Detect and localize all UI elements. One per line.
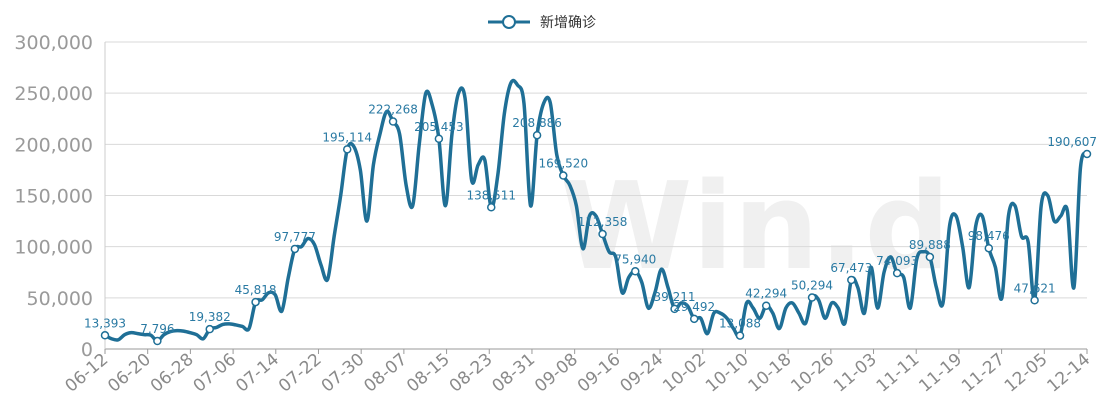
x-tick-label: 07-06: [190, 350, 241, 397]
point-marker[interactable]: [984, 243, 994, 253]
x-tick-label: 06-28: [147, 350, 198, 397]
data-label: 169,520: [538, 157, 588, 171]
legend-label: 新增确诊: [540, 15, 596, 31]
point-marker[interactable]: [100, 331, 110, 340]
y-tick-label: 0: [81, 339, 93, 361]
gridlines: [105, 41, 1087, 350]
data-label: 74,093: [876, 254, 918, 268]
y-axis: 0 50,000 100,000 150,000 200,000 250,000 300,0…: [14, 32, 106, 361]
point-marker[interactable]: [1082, 149, 1092, 159]
y-tick-label: 300,000: [14, 32, 93, 54]
data-label: 67,473: [830, 261, 872, 275]
data-label: 75,940: [614, 252, 656, 266]
data-label: 50,294: [791, 279, 833, 293]
point-marker[interactable]: [735, 331, 745, 340]
x-tick-label: 08-23: [446, 350, 497, 397]
x-tick-label: 07-14: [232, 350, 283, 397]
point-marker[interactable]: [205, 324, 214, 334]
x-tick-label: 09-24: [617, 350, 668, 397]
point-marker[interactable]: [689, 314, 699, 324]
x-tick-label: 08-07: [360, 350, 411, 397]
x-tick-label: 09-08: [531, 350, 582, 397]
x-tick-label: 06-20: [104, 350, 155, 397]
data-label: 13,088: [719, 317, 761, 331]
y-tick-label: 250,000: [14, 83, 93, 105]
data-labels: 13,393 7,796 19,382 45,818 97,777 195,114 222,…: [84, 103, 1097, 336]
x-tick-label: 10-26: [787, 350, 838, 397]
point-marker[interactable]: [342, 145, 352, 154]
x-tick-label: 11-11: [873, 350, 924, 397]
data-label: 45,818: [235, 283, 277, 297]
data-label: 13,393: [84, 316, 126, 330]
point-marker[interactable]: [598, 229, 607, 239]
data-label: 42,294: [745, 287, 787, 301]
point-marker[interactable]: [153, 336, 162, 346]
data-label: 222,268: [368, 103, 418, 117]
point-marker[interactable]: [487, 203, 496, 212]
point-marker[interactable]: [892, 268, 902, 278]
point-marker[interactable]: [559, 171, 568, 180]
data-label: 112,358: [578, 215, 628, 229]
data-label: 205,453: [414, 120, 464, 134]
y-tick-label: 150,000: [14, 186, 93, 208]
point-marker[interactable]: [807, 293, 817, 302]
data-label: 47,621: [1014, 281, 1056, 295]
point-marker[interactable]: [761, 301, 771, 310]
point-marker[interactable]: [251, 297, 260, 307]
legend-marker: [502, 15, 516, 29]
data-label: 138,511: [466, 188, 516, 202]
data-label: 195,114: [322, 130, 372, 144]
data-label: 39,211: [654, 290, 696, 304]
x-tick-label: 11-19: [915, 350, 966, 397]
x-tick-label: 12-05: [1001, 350, 1052, 397]
x-tick-label: 07-22: [275, 350, 326, 397]
x-tick-label: 11-03: [830, 350, 881, 397]
x-tick-label: 10-10: [702, 350, 753, 397]
x-tick-label: 08-31: [488, 350, 539, 397]
y-tick-label: 200,000: [14, 134, 93, 156]
data-label: 29,492: [673, 300, 715, 314]
data-label: 190,607: [1047, 135, 1097, 149]
x-tick-label: 07-30: [318, 350, 369, 397]
x-tick-label: 12-14: [1044, 350, 1095, 397]
x-tick-label: 10-02: [659, 350, 710, 397]
point-marker[interactable]: [434, 134, 444, 144]
point-marker[interactable]: [670, 304, 679, 314]
legend[interactable]: 新增确诊: [488, 15, 596, 31]
point-marker[interactable]: [847, 275, 856, 285]
data-label: 208,886: [512, 116, 562, 130]
data-label: 19,382: [189, 310, 231, 324]
point-marker[interactable]: [925, 252, 935, 262]
point-marker[interactable]: [290, 244, 300, 254]
point-marker[interactable]: [532, 130, 542, 140]
y-tick-label: 100,000: [14, 237, 93, 259]
point-marker[interactable]: [388, 117, 398, 126]
point-marker[interactable]: [631, 267, 640, 276]
point-marker[interactable]: [1030, 296, 1039, 305]
point-markers: [100, 117, 1092, 346]
x-tick-label: 11-27: [958, 350, 1009, 397]
x-axis: 06-1206-2006-2807-0607-1407-2207-3008-07…: [62, 349, 1095, 397]
data-label: 98,476: [968, 229, 1010, 243]
data-label: 89,888: [909, 238, 951, 252]
x-tick-label: 10-18: [745, 350, 796, 397]
x-tick-label: 09-16: [574, 350, 625, 397]
data-label: 7,796: [140, 322, 174, 336]
x-tick-label: 08-15: [403, 350, 454, 397]
y-tick-label: 50,000: [27, 288, 93, 310]
data-label: 97,777: [274, 230, 316, 244]
